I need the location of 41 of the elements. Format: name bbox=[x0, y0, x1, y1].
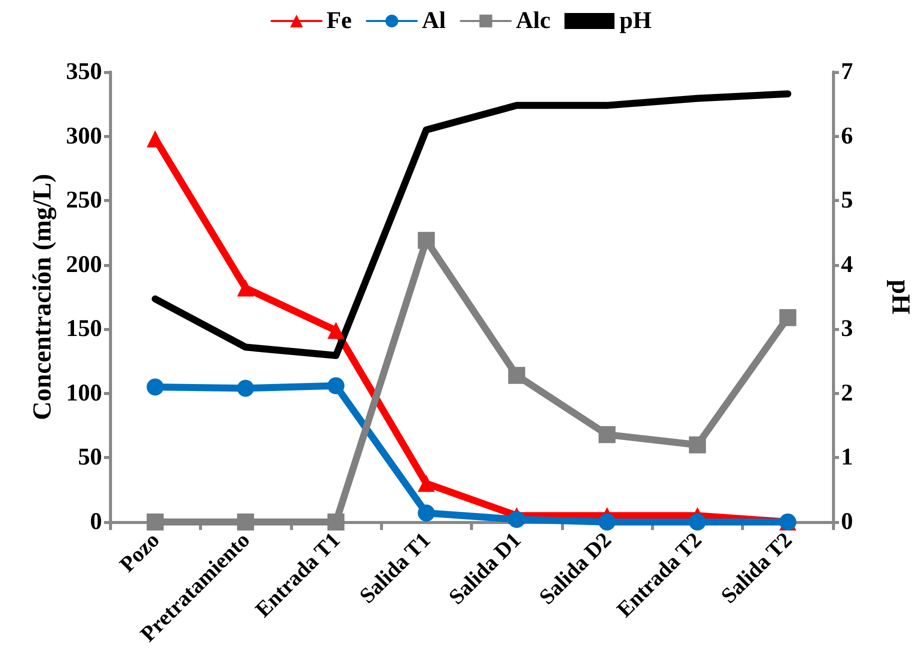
point bbox=[688, 436, 706, 454]
y-axis-title: Concentración (mg/L) bbox=[28, 174, 56, 420]
point bbox=[327, 514, 344, 530]
y2-tick-label: 6 bbox=[841, 123, 853, 150]
legend-label: Al bbox=[422, 8, 446, 34]
y2-tick-label: 7 bbox=[841, 59, 853, 85]
y-tick-label: 0 bbox=[90, 509, 102, 535]
point bbox=[146, 378, 164, 396]
y-tick-label: 200 bbox=[66, 252, 102, 278]
y2-tick-label: 5 bbox=[841, 188, 853, 214]
point bbox=[508, 366, 526, 384]
point bbox=[146, 130, 164, 148]
y-tick-label: 300 bbox=[66, 123, 102, 150]
point bbox=[327, 377, 344, 394]
point bbox=[598, 514, 616, 530]
y2-tick-label: 4 bbox=[841, 252, 853, 278]
legend-label: Alc bbox=[516, 8, 551, 34]
point bbox=[146, 514, 164, 530]
point bbox=[598, 426, 616, 444]
legend-label: pH bbox=[619, 8, 652, 34]
point bbox=[237, 514, 254, 530]
y2-tick-label: 3 bbox=[841, 316, 853, 342]
y-tick-label: 100 bbox=[66, 380, 102, 406]
point bbox=[418, 474, 435, 492]
legend-label: Fe bbox=[326, 8, 352, 34]
point bbox=[237, 280, 254, 296]
point bbox=[688, 514, 706, 530]
point bbox=[237, 380, 254, 397]
y2-axis-title: pH bbox=[886, 280, 916, 314]
y-tick-label: 150 bbox=[66, 316, 102, 342]
y-tick-label: 50 bbox=[78, 444, 102, 471]
point bbox=[327, 322, 344, 339]
y2-tick-label: 1 bbox=[841, 444, 853, 471]
point bbox=[508, 510, 526, 528]
y2-tick-label: 2 bbox=[841, 380, 853, 406]
point bbox=[418, 232, 435, 249]
point bbox=[418, 504, 435, 522]
y-tick-label: 350 bbox=[66, 59, 102, 85]
point bbox=[779, 309, 796, 326]
y-tick-label: 250 bbox=[66, 188, 102, 214]
y2-tick-label: 0 bbox=[841, 509, 853, 535]
